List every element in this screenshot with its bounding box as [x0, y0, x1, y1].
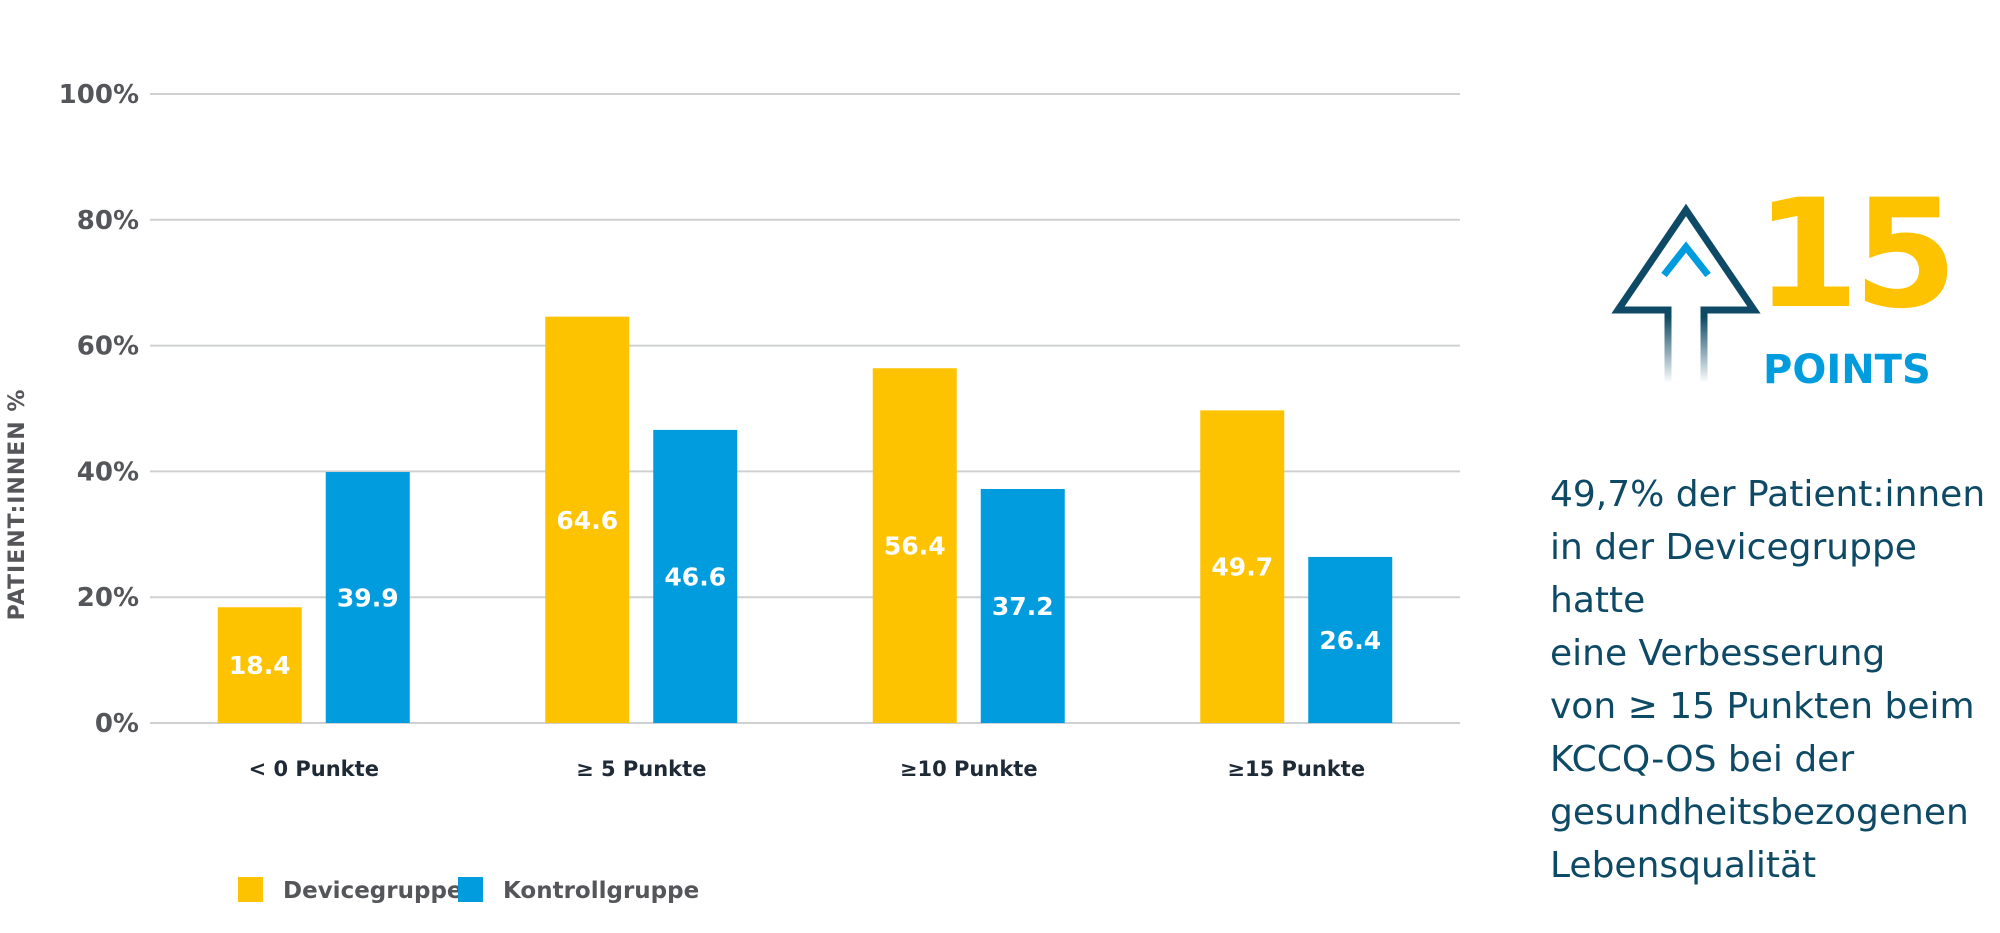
- category-label: ≥ 5 Punkte: [576, 757, 706, 781]
- y-tick-label: 80%: [77, 206, 139, 236]
- legend-swatch: [458, 877, 483, 902]
- y-tick-label: 100%: [59, 80, 139, 110]
- bar-value-label: 46.6: [664, 562, 726, 591]
- bar-value-label: 56.4: [884, 532, 946, 561]
- y-tick-label: 20%: [77, 583, 139, 613]
- bars: [217, 316, 1393, 723]
- legend-swatch: [238, 877, 263, 902]
- bar: [1308, 556, 1393, 723]
- category-label: ≥10 Punkte: [900, 757, 1038, 781]
- y-tick-labels: 0% 20% 40% 60% 80% 100%: [59, 80, 139, 739]
- bar-value-label: 26.4: [1319, 626, 1381, 655]
- bar-value-label: 37.2: [992, 592, 1054, 621]
- bar: [980, 489, 1065, 723]
- bar: [653, 429, 738, 723]
- legend-label: Devicegruppe: [283, 878, 463, 904]
- bar-value-label: 49.7: [1211, 553, 1273, 582]
- bar: [545, 316, 630, 723]
- bar: [1200, 410, 1285, 723]
- bar-value-label: 39.9: [337, 584, 399, 613]
- up-arrow-icon: [1611, 203, 1761, 383]
- category-labels: < 0 Punkte ≥ 5 Punkte ≥10 Punkte ≥15 Punkte: [249, 757, 1366, 781]
- bar-value-label: 18.4: [229, 651, 291, 680]
- bar: [217, 607, 302, 723]
- y-axis-label: PATIENT:INNEN %: [5, 389, 30, 621]
- big-number: 15: [1755, 168, 1958, 342]
- y-tick-label: 0%: [95, 709, 139, 739]
- summary-text: 49,7% der Patient:innen in der Devicegru…: [1550, 474, 1986, 886]
- improvement-badge: [1600, 195, 1940, 405]
- legend-label: Kontrollgruppe: [503, 878, 699, 904]
- legend: Devicegruppe Kontrollgruppe: [238, 877, 699, 904]
- y-tick-label: 40%: [77, 457, 139, 487]
- bar: [325, 472, 410, 723]
- bar-value-label: 64.6: [556, 506, 618, 535]
- bar: [872, 368, 957, 723]
- y-tick-label: 60%: [77, 332, 139, 362]
- bar-value-labels: 18.4 39.9 64.6 46.6 56.4 37.2 49.7 26.4: [229, 506, 1381, 680]
- points-label: POINTS: [1763, 347, 1931, 393]
- category-label: < 0 Punkte: [249, 757, 379, 781]
- category-label: ≥15 Punkte: [1227, 757, 1365, 781]
